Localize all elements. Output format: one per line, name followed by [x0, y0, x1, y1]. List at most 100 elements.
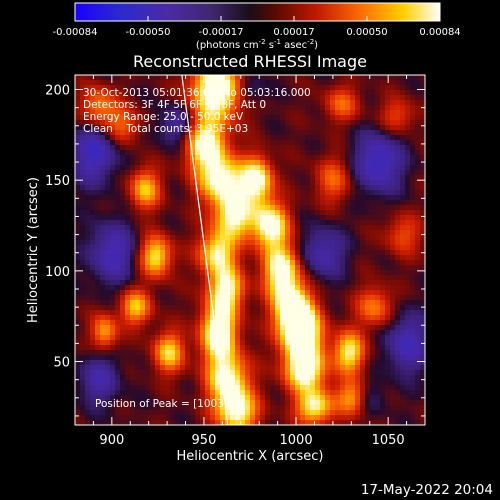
heatmap-cell [175, 95, 181, 101]
heatmap-cell [75, 290, 81, 296]
heatmap-cell [305, 390, 311, 396]
heatmap-cell [365, 120, 371, 126]
heatmap-cell [395, 360, 401, 366]
heatmap-cell [145, 365, 151, 371]
heatmap-cell [365, 290, 371, 296]
heatmap-cell [265, 170, 271, 176]
heatmap-cell [410, 255, 416, 261]
heatmap-cell [170, 225, 176, 231]
heatmap-cell [345, 230, 351, 236]
heatmap-cell [335, 160, 341, 166]
heatmap-cell [345, 240, 351, 246]
heatmap-cell [225, 275, 231, 281]
heatmap-cell [350, 360, 356, 366]
heatmap-cell [370, 310, 376, 316]
heatmap-cell [265, 155, 271, 161]
heatmap-cell [150, 140, 156, 146]
heatmap-cell [95, 225, 101, 231]
heatmap-cell [85, 310, 91, 316]
heatmap-cell [370, 315, 376, 321]
heatmap-cell [350, 130, 356, 136]
heatmap-cell [140, 375, 146, 381]
heatmap-cell [420, 355, 425, 361]
heatmap-cell [375, 320, 381, 326]
heatmap-cell [195, 200, 201, 206]
heatmap-cell [305, 265, 311, 271]
heatmap-cell [265, 335, 271, 341]
heatmap-cell [125, 420, 131, 425]
heatmap-cell [165, 280, 171, 286]
heatmap-cell [340, 280, 346, 286]
heatmap-cell [375, 245, 381, 251]
heatmap-cell [365, 115, 371, 121]
heatmap-cell [340, 165, 346, 171]
heatmap-cell [280, 125, 286, 131]
heatmap-cell [370, 155, 376, 161]
heatmap-cell [390, 185, 396, 191]
heatmap-cell [210, 80, 216, 86]
heatmap-cell [135, 115, 141, 121]
heatmap-cell [205, 80, 211, 86]
heatmap-cell [230, 360, 236, 366]
heatmap-cell [315, 175, 321, 181]
heatmap-cell [365, 415, 371, 421]
heatmap-cell [140, 275, 146, 281]
heatmap-cell [110, 170, 116, 176]
heatmap-cell [295, 335, 301, 341]
heatmap-cell [205, 110, 211, 116]
heatmap-cell [235, 165, 241, 171]
heatmap-cell [265, 235, 271, 241]
heatmap-cell [370, 100, 376, 106]
heatmap-cell [160, 215, 166, 221]
colorbar-tick-label: -0.00084 [53, 27, 98, 38]
heatmap-cell [290, 220, 296, 226]
heatmap-cell [120, 340, 126, 346]
heatmap-cell [140, 420, 146, 425]
heatmap-cell [150, 250, 156, 256]
heatmap-cell [110, 240, 116, 246]
heatmap-cell [305, 235, 311, 241]
heatmap-cell [235, 225, 241, 231]
heatmap-cell [95, 105, 101, 111]
heatmap-cell [260, 295, 266, 301]
heatmap-cell [370, 420, 376, 425]
heatmap-cell [420, 100, 425, 106]
heatmap-cell [120, 205, 126, 211]
heatmap-cell [270, 130, 276, 136]
heatmap-cell [105, 280, 111, 286]
heatmap-cell [300, 235, 306, 241]
heatmap-cell [285, 155, 291, 161]
heatmap-cell [75, 185, 81, 191]
heatmap-cell [375, 180, 381, 186]
heatmap-cell [115, 245, 121, 251]
heatmap-cell [270, 300, 276, 306]
heatmap-cell [135, 170, 141, 176]
heatmap-cell [135, 125, 141, 131]
heatmap-cell [125, 395, 131, 401]
heatmap-cell [405, 385, 411, 391]
heatmap-cell [125, 225, 131, 231]
heatmap-cell [245, 90, 251, 96]
heatmap-cell [350, 180, 356, 186]
heatmap-cell [260, 190, 266, 196]
heatmap-cell [325, 180, 331, 186]
heatmap-cell [90, 80, 96, 86]
heatmap-cell [360, 360, 366, 366]
heatmap-cell [265, 255, 271, 261]
heatmap-cell [75, 235, 81, 241]
heatmap-cell [365, 375, 371, 381]
heatmap-cell [380, 335, 386, 341]
heatmap-cell [85, 335, 91, 341]
heatmap-cell [260, 75, 266, 81]
heatmap-cell [260, 180, 266, 186]
heatmap-cell [220, 220, 226, 226]
heatmap-cell [275, 315, 281, 321]
heatmap-cell [290, 340, 296, 346]
heatmap-cell [185, 160, 191, 166]
heatmap-cell [210, 140, 216, 146]
heatmap-cell [185, 225, 191, 231]
heatmap-cell [285, 110, 291, 116]
heatmap-cell [90, 235, 96, 241]
heatmap-cell [350, 125, 356, 131]
heatmap-cell [195, 385, 201, 391]
